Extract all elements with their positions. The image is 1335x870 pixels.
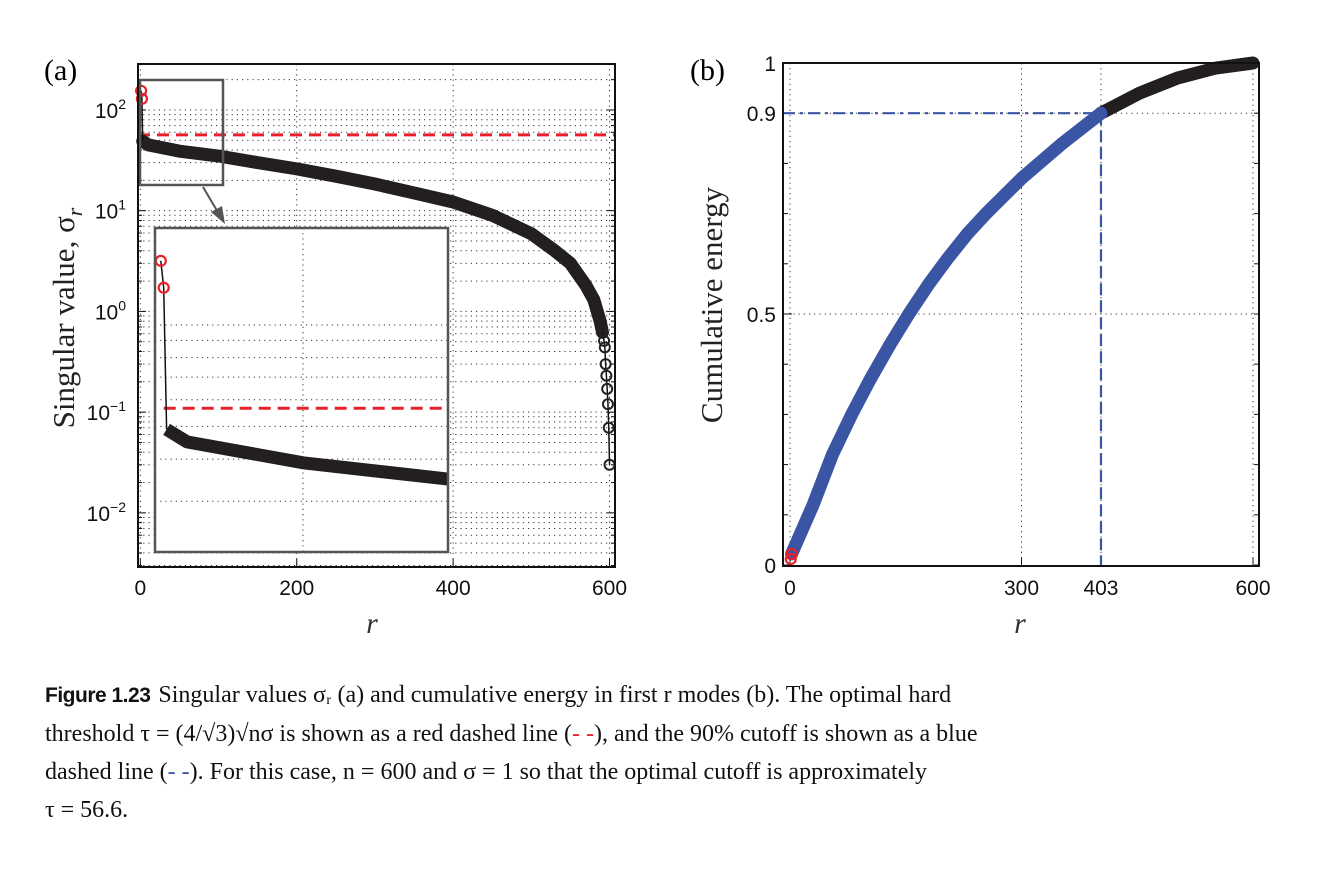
x-tick-label: 600 (592, 577, 627, 600)
axes-frame-b (782, 62, 1260, 567)
tail-point (603, 458, 616, 471)
zoom-arrow-head (211, 206, 225, 224)
ticks-a: 0 200 400 600 102 101 100 10−1 10−2 (87, 79, 627, 600)
x-axis-label-a: r (366, 607, 378, 640)
inset-background (155, 228, 448, 552)
caption-text: Singular values σᵣ (a) and cumulative en… (158, 682, 952, 708)
tail-point (601, 398, 614, 411)
data-a (135, 84, 616, 471)
caption-line-3: dashed line (- -). For this case, n = 60… (45, 753, 1315, 791)
caption-text: dashed line ( (45, 759, 168, 785)
inset-signal-connector (160, 260, 168, 430)
axes-frame-a (137, 63, 616, 568)
x-tick-label: 300 (1004, 577, 1039, 600)
x-tick-label: 0 (135, 577, 147, 600)
y-tick-label: 0 (764, 555, 776, 578)
panel-label-a: (a) (44, 54, 77, 87)
y-tick-label: 1 (764, 53, 776, 76)
x-tick-label: 0 (784, 577, 796, 600)
x-tick-label: 600 (1235, 577, 1270, 600)
ticks-b: 0 0.5 0.9 1 0 300 403 600 (747, 53, 1271, 600)
energy-curve-after-cutoff (1094, 56, 1260, 120)
caption-line-4: τ = 56.6. (45, 791, 1315, 829)
y-axis-label-a: Singular value, σr (46, 207, 87, 428)
caption-text: ), and the 90% cutoff is shown as a blue (594, 721, 978, 747)
data-b (783, 56, 1260, 566)
caption-text: ). For this case, n = 600 and σ = 1 so t… (189, 759, 928, 785)
tail-point (601, 382, 614, 395)
y-tick-label: 102 (95, 96, 126, 123)
y-tick-label: 10−2 (87, 499, 127, 526)
y-tick-label: 100 (95, 297, 126, 324)
tail-point (600, 369, 613, 382)
blue-dash-legend: - - (167, 759, 190, 785)
x-tick-label: 200 (279, 577, 314, 600)
y-tick-label: 0.5 (747, 304, 776, 327)
inset-frame (153, 226, 450, 554)
singular-values-plot: 0 200 400 600 102 101 100 10−1 10−2 Singular val… (46, 63, 627, 640)
y-axis-label-b: Cumulative energy (694, 186, 729, 423)
red-dash-legend: - - (572, 721, 595, 747)
panel-label-b: (b) (690, 54, 725, 87)
signal-point (135, 92, 149, 105)
inset-singular-value-band (163, 423, 449, 486)
inset (138, 78, 450, 554)
figure-number: Figure 1.23 (45, 684, 151, 707)
caption-text: τ = 56.6. (45, 797, 129, 823)
inset-signal-point (157, 281, 170, 294)
x-tick-label: 400 (436, 577, 471, 600)
caption-line-1: Figure 1.23 Singular values σᵣ (a) and cu… (45, 676, 1315, 715)
singular-value-band (136, 134, 609, 339)
grid-b (783, 63, 1259, 566)
cumulative-energy-plot: 0 0.5 0.9 1 0 300 403 600 Cumulative energy r (694, 53, 1271, 640)
caption-text: threshold τ = (4/√3)√nσ is shown as a re… (45, 721, 573, 747)
tail-point (598, 334, 611, 347)
zoom-region-box (138, 78, 225, 187)
tail-point (599, 358, 612, 371)
signal-point (785, 547, 798, 561)
figure-caption: Figure 1.23 Singular values σᵣ (a) and cu… (45, 676, 1315, 829)
energy-curve-before-cutoff (785, 106, 1108, 561)
x-tick-label: 403 (1083, 577, 1118, 600)
signal-point (784, 552, 797, 566)
x-axis-label-b: r (1014, 607, 1026, 640)
tail-point (602, 421, 615, 434)
tail-point (598, 341, 611, 354)
y-tick-label: 0.9 (747, 103, 776, 126)
y-tick-label: 101 (95, 197, 126, 224)
caption-line-2: threshold τ = (4/√3)√nσ is shown as a re… (45, 715, 1315, 753)
y-tick-label: 10−1 (87, 398, 127, 425)
